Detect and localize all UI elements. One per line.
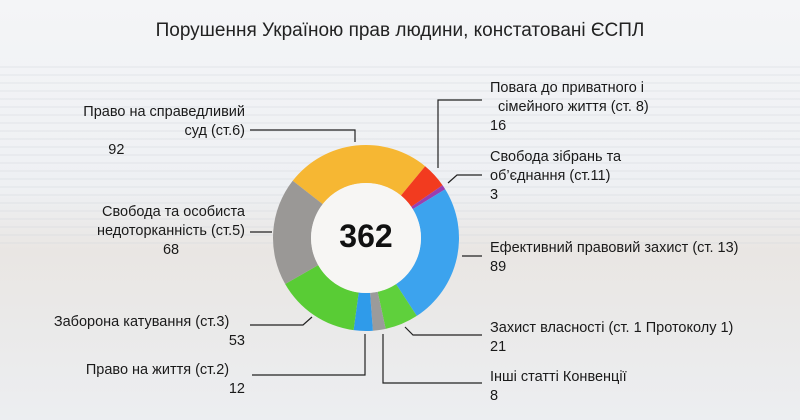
leader-line-s5 bbox=[382, 334, 482, 384]
label-value: 92 bbox=[108, 142, 125, 158]
label-value: 8 bbox=[490, 388, 499, 404]
label-s1: Повага до приватного і сімейного життя (… bbox=[490, 79, 649, 136]
label-value: 68 bbox=[162, 242, 180, 258]
label-text: Захист власності (ст. 1 Протоколу 1) bbox=[490, 320, 734, 336]
label-text: Свобода зібрань та bbox=[490, 149, 622, 165]
label-text: Інші статті Конвенції bbox=[490, 369, 627, 385]
label-text: суд (ст.6) bbox=[184, 123, 245, 139]
label-text: Ефективний правовий захист (ст. 13) bbox=[490, 240, 739, 256]
donut-slice-1 bbox=[400, 166, 443, 207]
donut-slice-0 bbox=[292, 144, 426, 205]
label-text: Свобода та особиста bbox=[102, 204, 245, 220]
total-label: 362 bbox=[339, 218, 393, 254]
label-s5: Інші статті Конвенції 8 bbox=[490, 368, 627, 406]
label-text: Повага до приватного і bbox=[490, 80, 645, 96]
label-s8: Свобода та особиста недоторканність (ст.… bbox=[97, 203, 245, 260]
leader-line-s0 bbox=[250, 129, 356, 142]
label-value: 89 bbox=[490, 259, 507, 275]
label-s6: Право на життя (ст.2) 12 bbox=[86, 361, 245, 399]
label-value: 21 bbox=[490, 339, 507, 355]
label-s4: Захист власності (ст. 1 Протоколу 1) 21 bbox=[490, 319, 733, 357]
donut-slice-2 bbox=[411, 185, 446, 210]
label-s0: Право на справедливий суд (ст.6) 92 bbox=[83, 103, 245, 160]
label-value: 53 bbox=[228, 333, 245, 349]
donut-slice-7 bbox=[285, 265, 359, 331]
donut-hole bbox=[311, 183, 421, 293]
label-s7: Заборона катування (ст.3) 53 bbox=[54, 313, 245, 351]
leader-line-s6 bbox=[252, 334, 366, 376]
label-value: 12 bbox=[228, 381, 245, 397]
donut-slice-6 bbox=[353, 292, 373, 331]
leader-line-s1 bbox=[437, 99, 482, 168]
label-value: 3 bbox=[490, 187, 499, 203]
label-value: 16 bbox=[490, 118, 507, 134]
label-text: недоторканність (ст.5) bbox=[96, 223, 245, 239]
leader-line-s7 bbox=[250, 316, 313, 326]
donut-slice-3 bbox=[396, 189, 459, 316]
chart-title: Порушення Україною прав людини, констато… bbox=[155, 20, 645, 41]
label-text: Заборона катування (ст.3) bbox=[53, 314, 230, 330]
label-text: Право на життя (ст.2) bbox=[85, 362, 230, 378]
label-text: сімейного життя (ст. 8) bbox=[498, 99, 649, 115]
donut-slice-5 bbox=[370, 291, 386, 331]
leader-line-s2 bbox=[447, 174, 482, 184]
donut-slice-8 bbox=[273, 180, 323, 284]
label-text: об’єднання (ст.11) bbox=[490, 168, 611, 184]
label-s2: Свобода зібрань та об’єднання (ст.11) 3 bbox=[490, 148, 621, 205]
label-s3: Ефективний правовий захист (ст. 13) 89 bbox=[490, 239, 738, 277]
donut-slice-4 bbox=[377, 284, 417, 329]
label-text: Право на справедливий bbox=[83, 104, 245, 120]
leader-line-s4 bbox=[404, 326, 482, 336]
